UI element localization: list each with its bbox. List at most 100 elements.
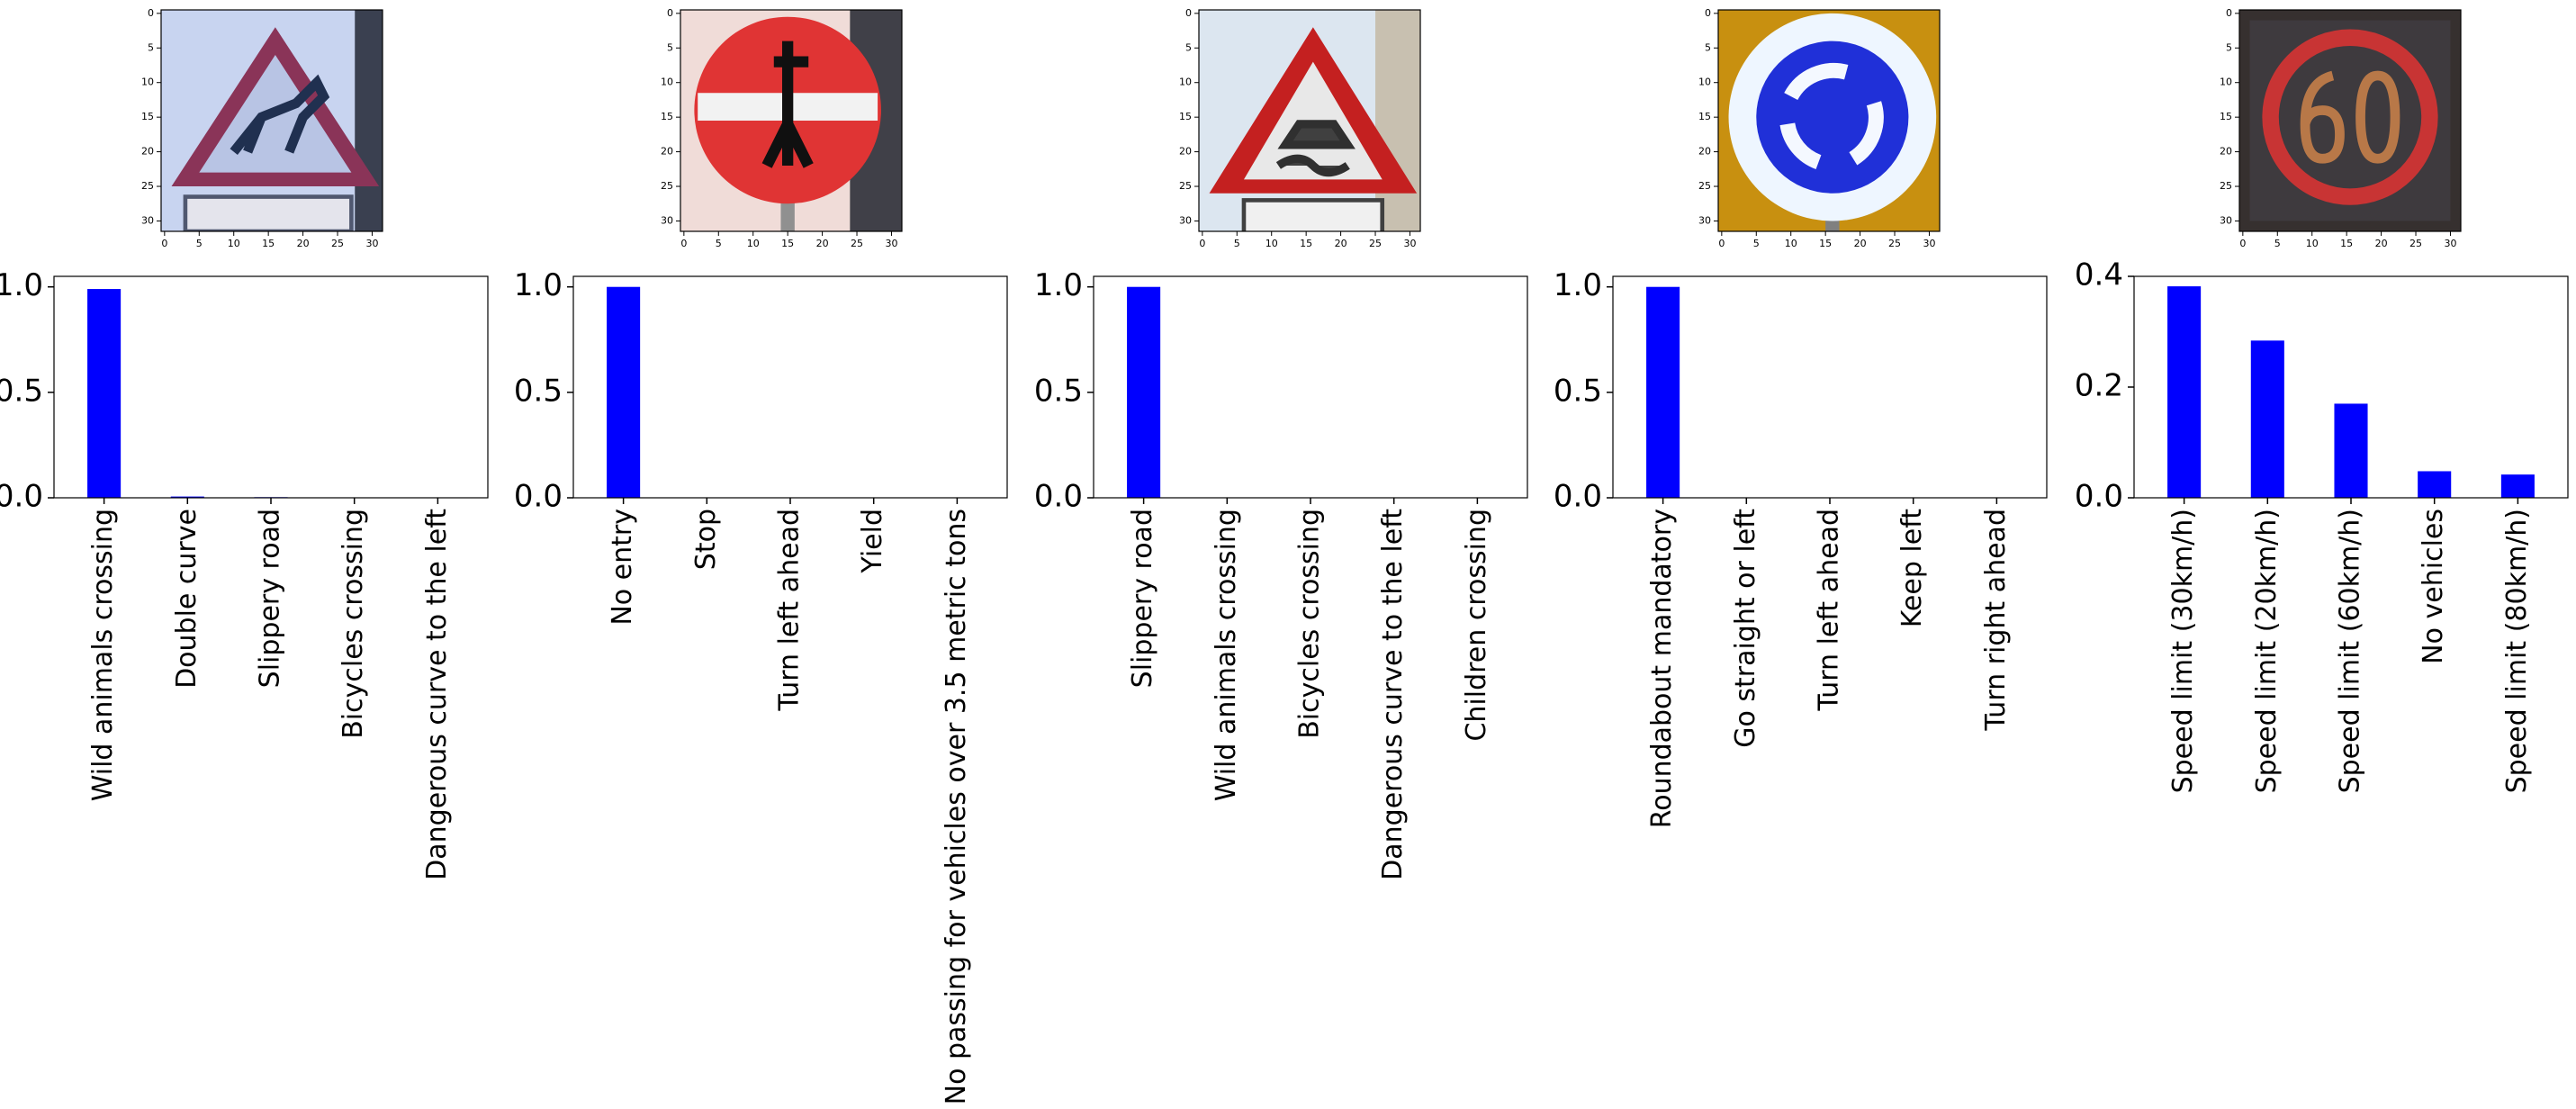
y-tick-label: 10 (2220, 77, 2232, 88)
y-tick-label: 15 (1698, 111, 1711, 122)
y-tick-label: 30 (661, 214, 673, 226)
x-tick-label: 25 (851, 238, 863, 249)
y-tick-label: 25 (661, 180, 673, 192)
x-tick-label: Wild animals crossing (1211, 509, 1242, 801)
bar (607, 286, 641, 498)
x-tick-label: Bicycles crossing (1294, 509, 1326, 739)
x-tick-label: 5 (2274, 238, 2281, 249)
axes-frame (2133, 275, 2569, 499)
y-tick-label: 0.2 (2075, 368, 2123, 404)
y-tick-label: 1.0 (1554, 267, 1602, 303)
y-tick-label: 0.0 (1034, 479, 1083, 515)
x-tick-label: 0 (1199, 238, 1205, 249)
x-tick-label: 10 (1265, 238, 1278, 249)
x-tick-label: 20 (1854, 238, 1867, 249)
x-tick-label: 25 (331, 238, 344, 249)
bar (170, 496, 204, 498)
sign-plate (1241, 198, 1385, 231)
y-tick-label: 0.5 (514, 373, 563, 409)
x-tick-label: 25 (1369, 238, 1382, 249)
y-tick-label: 0.4 (2075, 257, 2123, 293)
y-tick-label: 10 (1698, 77, 1711, 88)
image-frame (1717, 9, 1941, 232)
bar (2334, 403, 2368, 498)
axes-frame (572, 275, 1008, 499)
image-content (161, 10, 383, 231)
bar (2250, 340, 2284, 498)
x-tick-label: 15 (1819, 238, 1832, 249)
image (1199, 10, 1420, 231)
x-tick-label: 20 (2375, 238, 2388, 249)
bar (1646, 286, 1680, 498)
bar (2418, 471, 2452, 498)
y-tick-label: 30 (1698, 214, 1711, 226)
x-tick-label: 30 (365, 238, 378, 249)
x-tick-label: Speed limit (80km/h) (2501, 509, 2533, 793)
x-tick-label: 15 (1300, 238, 1312, 249)
x-tick-label: 5 (196, 238, 203, 249)
x-tick-label: 30 (1403, 238, 1416, 249)
x-tick-label: Slippery road (255, 509, 286, 688)
x-tick-label: Bicycles crossing (338, 509, 369, 739)
bar (1127, 286, 1161, 498)
x-tick-label: 10 (747, 238, 760, 249)
y-tick-label: 10 (661, 77, 673, 88)
y-tick-label: 5 (667, 41, 673, 53)
bar (2167, 286, 2202, 498)
x-tick-label: 5 (1234, 238, 1240, 249)
x-tick-label: 10 (1785, 238, 1797, 249)
y-tick-label: 15 (2220, 111, 2232, 122)
y-tick-label: 30 (141, 214, 154, 226)
x-tick-label: 25 (2409, 238, 2422, 249)
y-tick-label: 15 (1179, 111, 1192, 122)
sign-face (2249, 20, 2451, 221)
x-tick-label: 10 (2306, 238, 2319, 249)
y-tick-label: 30 (1179, 214, 1192, 226)
y-tick-label: 20 (1179, 146, 1192, 158)
y-tick-label: 15 (661, 111, 673, 122)
y-tick-label: 0.0 (514, 479, 563, 515)
x-tick-label: 15 (781, 238, 794, 249)
x-tick-label: 5 (716, 238, 722, 249)
image (680, 10, 902, 231)
x-tick-label: Speed limit (30km/h) (2167, 509, 2199, 793)
y-tick-label: 30 (2220, 214, 2232, 226)
x-tick-label: Turn right ahead (1980, 509, 2012, 731)
x-tick-label: No entry (607, 509, 638, 626)
image-content (1199, 10, 1420, 231)
x-tick-label: Speed limit (20km/h) (2251, 509, 2283, 793)
y-tick-label: 1.0 (0, 267, 43, 303)
y-tick-label: 5 (1185, 41, 1192, 53)
y-tick-label: 5 (2226, 41, 2232, 53)
sign-symbol (230, 74, 330, 155)
y-tick-label: 10 (141, 77, 154, 88)
image-bg (1375, 10, 1420, 231)
bar (87, 289, 122, 498)
axes-frame (1612, 275, 2048, 499)
axes-frame (53, 275, 489, 499)
y-tick-label: 0.5 (1554, 373, 1602, 409)
x-tick-label: Dangerous curve to the left (421, 509, 453, 880)
x-tick-label: 20 (816, 238, 829, 249)
y-tick-label: 0.5 (0, 373, 43, 409)
x-tick-label: Dangerous curve to the left (1377, 509, 1409, 880)
y-tick-label: 20 (2220, 146, 2232, 158)
image-content (2239, 10, 2461, 231)
image-content (680, 10, 902, 231)
x-tick-label: Go straight or left (1730, 509, 1761, 748)
y-tick-label: 15 (141, 111, 154, 122)
y-tick-label: 0 (667, 7, 673, 19)
sign-arrows (1779, 62, 1884, 170)
x-tick-label: Children crossing (1461, 509, 1492, 742)
x-tick-label: Roundabout mandatory (1646, 509, 1678, 828)
y-tick-label: 1.0 (1034, 267, 1083, 303)
x-tick-label: Speed limit (60km/h) (2335, 509, 2366, 793)
image-content (1718, 10, 1940, 231)
x-tick-label: Stop (690, 509, 722, 570)
x-tick-label: 0 (161, 238, 167, 249)
x-tick-label: 5 (1753, 238, 1760, 249)
sign-plate (183, 194, 354, 231)
x-tick-label: 0 (680, 238, 687, 249)
axes-frame (1093, 275, 1528, 499)
image-frame (680, 9, 903, 232)
